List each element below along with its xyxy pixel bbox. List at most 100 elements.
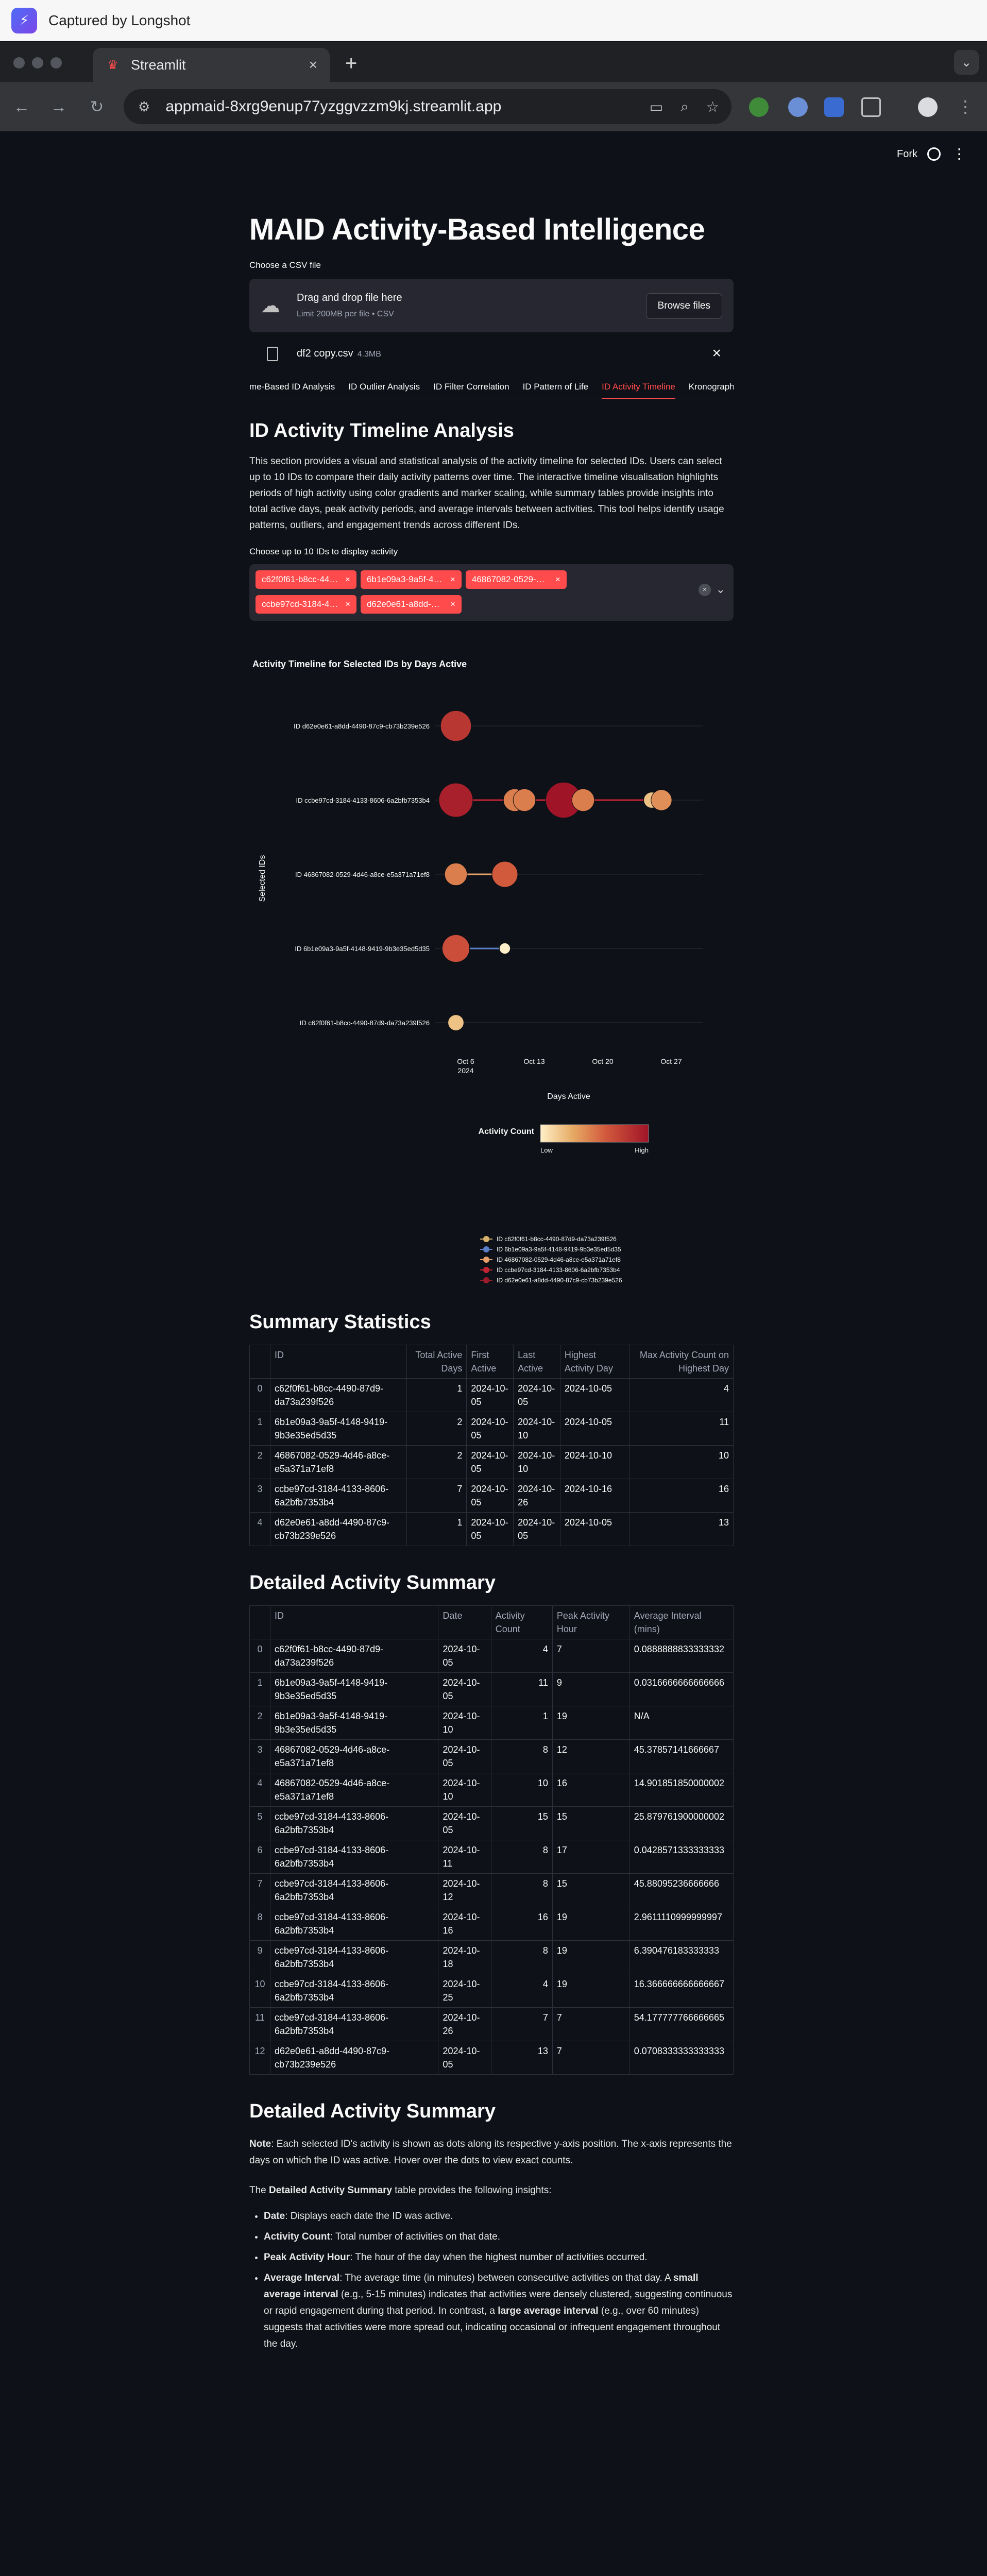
table-cell[interactable]: 11 [249, 2007, 270, 2041]
table-cell[interactable]: 19 [552, 1940, 630, 1974]
table-cell[interactable]: 15 [552, 1806, 630, 1840]
table-cell[interactable]: 7 [406, 1479, 467, 1513]
table-cell[interactable]: 45.88095236666666 [629, 1873, 734, 1907]
bookmark-star-icon[interactable]: ☆ [706, 99, 719, 115]
chip-remove-icon[interactable]: × [450, 599, 455, 609]
table-cell[interactable]: 16 [490, 1907, 553, 1941]
table-cell[interactable]: ccbe97cd-3184-4133-8606-6a2bfb7353b4 [269, 1940, 439, 1974]
table-cell[interactable]: 10 [629, 1445, 734, 1479]
column-header[interactable]: Activity Count [490, 1605, 553, 1639]
table-cell[interactable]: 11 [629, 1412, 734, 1446]
chip-remove-icon[interactable]: × [345, 574, 350, 584]
reload-icon[interactable]: ↻ [90, 97, 104, 116]
table-cell[interactable]: 2024-10-10 [513, 1445, 560, 1479]
table-cell[interactable]: 2024-10-18 [438, 1940, 491, 1974]
table-cell[interactable]: 10 [249, 1974, 270, 2008]
table-cell[interactable]: 16.366666666666667 [629, 1974, 734, 2008]
zoom-icon[interactable]: ⌕ [680, 98, 689, 114]
column-header[interactable]: Total Active Days [406, 1345, 467, 1379]
table-cell[interactable]: 54.177777766666665 [629, 2007, 734, 2041]
back-icon[interactable]: ← [13, 97, 30, 116]
table-cell[interactable]: 12 [552, 1739, 630, 1773]
window-maximize-icon[interactable] [50, 57, 62, 69]
table-cell[interactable]: 4 [490, 1974, 553, 2008]
table-cell[interactable]: 0 [249, 1378, 270, 1412]
table-cell[interactable]: 0.0316666666666666 [629, 1672, 734, 1706]
tab-kronograph[interactable]: Kronograph [688, 382, 734, 392]
table-cell[interactable]: c62f0f61-b8cc-4490-87d9-da73a239f526 [270, 1378, 407, 1412]
table-cell[interactable]: ccbe97cd-3184-4133-8606-6a2bfb7353b4 [269, 1806, 439, 1840]
tab-search-icon[interactable]: ⌄ [954, 50, 979, 75]
table-cell[interactable]: 8 [490, 1739, 553, 1773]
install-app-icon[interactable]: ▭ [649, 99, 663, 115]
table-cell[interactable]: 2024-10-05 [513, 1378, 560, 1412]
table-cell[interactable]: 2 [406, 1445, 467, 1479]
table-cell[interactable]: ccbe97cd-3184-4133-8606-6a2bfb7353b4 [269, 1873, 439, 1907]
table-cell[interactable]: 8 [249, 1907, 270, 1941]
tab-time-based[interactable]: me-Based ID Analysis [249, 382, 335, 392]
tab-filter-correlation[interactable]: ID Filter Correlation [433, 382, 509, 392]
table-cell[interactable]: 2024-10-10 [513, 1412, 560, 1446]
table-cell[interactable]: 2024-10-16 [438, 1907, 491, 1941]
id-chip[interactable]: d62e0e61-a8dd-4490-87c9-cb73b239e526× [360, 595, 462, 614]
table-cell[interactable]: 0.0708333333333333 [629, 2041, 734, 2075]
table-cell[interactable]: ccbe97cd-3184-4133-8606-6a2bfb7353b4 [270, 1479, 407, 1513]
tab-outlier[interactable]: ID Outlier Analysis [348, 382, 420, 392]
extensions-puzzle-icon[interactable] [861, 97, 881, 117]
table-cell[interactable]: 2 [249, 1445, 270, 1479]
app-menu-icon[interactable]: ⋮ [952, 146, 966, 162]
browser-tab[interactable]: ♛ Streamlit × [93, 48, 330, 82]
column-header[interactable] [249, 1605, 270, 1639]
table-cell[interactable]: 2024-10-05 [466, 1512, 514, 1546]
table-cell[interactable]: 19 [552, 1706, 630, 1740]
table-cell[interactable]: 6b1e09a3-9a5f-4148-9419-9b3e35ed5d35 [269, 1706, 439, 1740]
table-cell[interactable]: 10 [490, 1773, 553, 1807]
column-header[interactable]: Date [438, 1605, 491, 1639]
table-cell[interactable]: 16 [552, 1773, 630, 1807]
table-cell[interactable]: 46867082-0529-4d46-a8ce-e5a371a71ef8 [270, 1445, 407, 1479]
table-cell[interactable]: 6 [249, 1840, 270, 1874]
id-chip[interactable]: 6b1e09a3-9a5f-4148-9419-9b3e35ed5d35× [360, 570, 462, 589]
new-tab-button[interactable]: + [345, 52, 358, 75]
table-cell[interactable]: 45.37857141666667 [629, 1739, 734, 1773]
table-cell[interactable]: d62e0e61-a8dd-4490-87c9-cb73b239e526 [269, 2041, 439, 2075]
table-cell[interactable]: 8 [490, 1940, 553, 1974]
table-cell[interactable]: 2024-10-05 [466, 1378, 514, 1412]
column-header[interactable]: ID [269, 1605, 439, 1639]
table-cell[interactable]: 3 [249, 1479, 270, 1513]
table-cell[interactable]: ccbe97cd-3184-4133-8606-6a2bfb7353b4 [269, 1907, 439, 1941]
table-cell[interactable]: 1 [406, 1512, 467, 1546]
table-cell[interactable]: 0.0428571333333333 [629, 1840, 734, 1874]
extension-tree-icon[interactable] [749, 97, 769, 117]
table-cell[interactable]: 8 [490, 1840, 553, 1874]
extension-shield-icon[interactable] [824, 97, 844, 117]
table-cell[interactable]: 19 [552, 1907, 630, 1941]
table-cell[interactable]: 6b1e09a3-9a5f-4148-9419-9b3e35ed5d35 [270, 1412, 407, 1446]
column-header[interactable]: ID [270, 1345, 407, 1379]
browse-files-button[interactable]: Browse files [645, 293, 722, 319]
table-cell[interactable]: 2024-10-10 [559, 1445, 630, 1479]
table-cell[interactable]: 2024-10-11 [438, 1840, 491, 1874]
table-cell[interactable]: 6b1e09a3-9a5f-4148-9419-9b3e35ed5d35 [269, 1672, 439, 1706]
extension-globe-icon[interactable] [788, 97, 808, 117]
table-cell[interactable]: 1 [490, 1706, 553, 1740]
column-header[interactable]: First Active [466, 1345, 514, 1379]
column-header[interactable]: Last Active [513, 1345, 560, 1379]
browser-menu-icon[interactable]: ⋮ [957, 97, 974, 116]
table-cell[interactable]: 2 [249, 1706, 270, 1740]
column-header[interactable] [249, 1345, 270, 1379]
table-cell[interactable]: N/A [629, 1706, 734, 1740]
table-cell[interactable]: 7 [552, 2007, 630, 2041]
table-cell[interactable]: 15 [490, 1806, 553, 1840]
table-cell[interactable]: 19 [552, 1974, 630, 2008]
table-cell[interactable]: 0 [249, 1639, 270, 1673]
id-multiselect[interactable]: c62f0f61-b8cc-4490-87d9-da73a239f526×6b1… [249, 564, 734, 621]
table-cell[interactable]: 17 [552, 1840, 630, 1874]
table-cell[interactable]: 2024-10-25 [438, 1974, 491, 2008]
tab-close-icon[interactable]: × [309, 57, 317, 73]
table-cell[interactable]: 2 [406, 1412, 467, 1446]
remove-file-icon[interactable]: × [712, 345, 721, 362]
table-cell[interactable]: 2024-10-16 [559, 1479, 630, 1513]
table-cell[interactable]: 25.879761900000002 [629, 1806, 734, 1840]
table-cell[interactable]: 1 [406, 1378, 467, 1412]
